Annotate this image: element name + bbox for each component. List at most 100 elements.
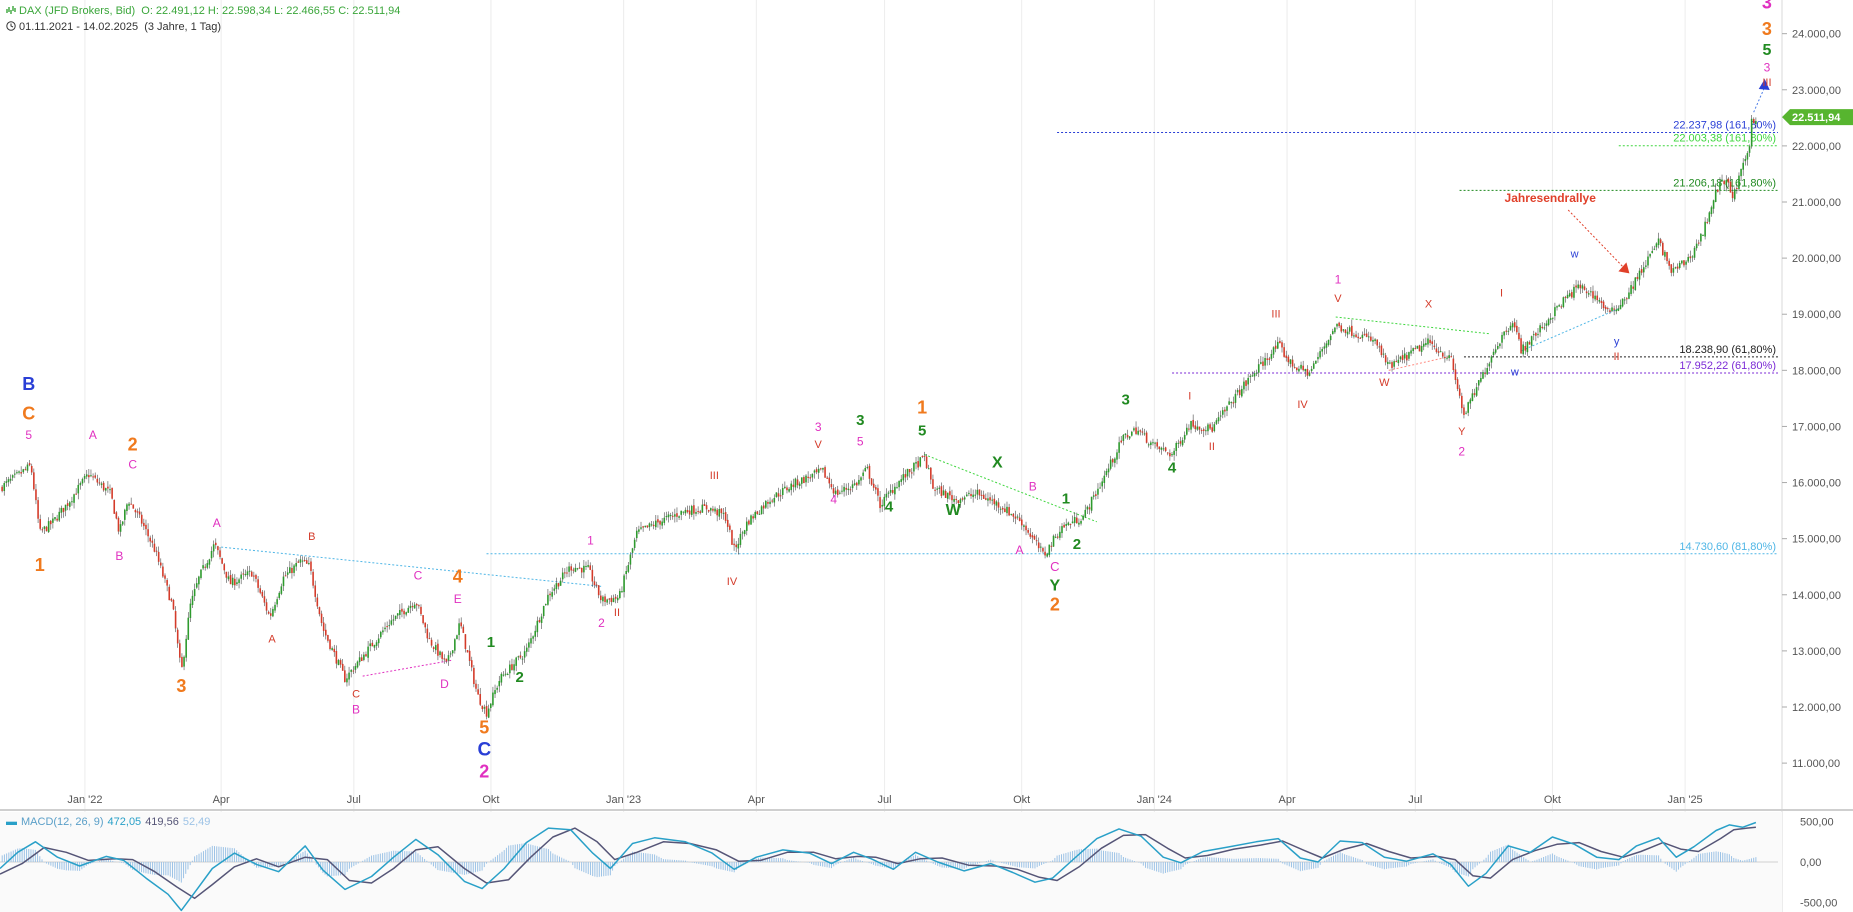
price-tick-label: 13.000,00 bbox=[1792, 646, 1841, 658]
candle-body bbox=[913, 462, 915, 472]
fib-levels: 22.237,98 (161,80%)22.003,38 (161,80%) 2 1… bbox=[486, 120, 1778, 555]
candle-body bbox=[1287, 356, 1290, 363]
candle-body bbox=[1384, 355, 1387, 363]
candle-body bbox=[424, 622, 427, 628]
callout-arrow bbox=[1618, 262, 1630, 274]
wave-label: 5 bbox=[918, 422, 926, 439]
wave-label: 3 bbox=[1762, 0, 1772, 12]
candle-body bbox=[119, 524, 122, 532]
candle-body bbox=[1634, 277, 1637, 291]
candle-body bbox=[894, 486, 896, 495]
candle-body bbox=[1103, 475, 1106, 483]
callout-line bbox=[1567, 209, 1626, 270]
candle-body bbox=[356, 661, 359, 668]
candle-body bbox=[1706, 222, 1709, 224]
candle-body bbox=[824, 467, 826, 478]
candle-body bbox=[1727, 178, 1730, 183]
wave-label: B bbox=[115, 549, 123, 563]
candle-body bbox=[1463, 407, 1465, 415]
candle-body bbox=[642, 526, 644, 528]
chart-type-icon[interactable] bbox=[6, 5, 16, 15]
price-tick-label: 12.000,00 bbox=[1792, 702, 1841, 714]
candle-body bbox=[1348, 327, 1351, 332]
candle-body bbox=[11, 475, 14, 478]
candle-body bbox=[502, 674, 505, 676]
candle-body bbox=[1147, 444, 1150, 446]
candle-body bbox=[891, 490, 894, 493]
candle-body bbox=[540, 616, 543, 623]
candle-body bbox=[1205, 430, 1207, 432]
candle-body bbox=[606, 599, 608, 603]
wave-label: 5 bbox=[857, 435, 864, 449]
candle-body bbox=[925, 456, 928, 469]
fib-label: 17.952,22 (61,80%) bbox=[1679, 360, 1776, 372]
candle-body bbox=[1389, 362, 1391, 364]
candle-body bbox=[1323, 346, 1326, 349]
candle-body bbox=[591, 569, 594, 582]
candle-body bbox=[348, 672, 350, 680]
candle-body bbox=[320, 613, 323, 623]
candle-body bbox=[790, 483, 793, 491]
clock-icon[interactable] bbox=[6, 21, 16, 31]
candle-body bbox=[428, 638, 431, 640]
candle-body bbox=[371, 642, 374, 647]
candle-body bbox=[1293, 367, 1296, 369]
candle-body bbox=[1492, 351, 1495, 356]
candle-body bbox=[1596, 295, 1599, 301]
candle-body bbox=[570, 566, 572, 571]
candle-body bbox=[314, 585, 317, 597]
candle-body bbox=[1704, 221, 1706, 237]
candle-body bbox=[301, 560, 304, 562]
candle-body bbox=[1708, 212, 1711, 222]
candle-body bbox=[66, 503, 69, 506]
candle-body bbox=[1606, 308, 1609, 310]
candle-body bbox=[589, 565, 592, 570]
candle-body bbox=[1647, 256, 1649, 266]
candle-body bbox=[1486, 368, 1489, 375]
candle-body bbox=[1403, 353, 1406, 359]
candle-body bbox=[24, 469, 27, 471]
candle-body bbox=[991, 499, 993, 501]
candle-body bbox=[1681, 260, 1683, 264]
candle-body bbox=[729, 525, 731, 530]
candle-body bbox=[1152, 442, 1154, 444]
macd-toggle-icon[interactable]: ▬ bbox=[6, 816, 17, 828]
candle-body bbox=[263, 596, 266, 603]
candle-body bbox=[690, 506, 693, 515]
candle-body bbox=[432, 647, 435, 649]
candle-body bbox=[707, 509, 710, 512]
candle-body bbox=[481, 705, 484, 710]
candle-body bbox=[767, 501, 769, 504]
candle-body bbox=[1598, 300, 1601, 302]
candle-body bbox=[655, 520, 657, 528]
candle-body bbox=[1376, 339, 1379, 346]
candle-body bbox=[1004, 508, 1006, 513]
candle-body bbox=[1145, 432, 1148, 443]
candle-body bbox=[1755, 121, 1757, 125]
candle-body bbox=[608, 598, 611, 600]
candle-body bbox=[1116, 452, 1118, 460]
candle-body bbox=[236, 582, 238, 585]
price-tick-label: 16.000,00 bbox=[1792, 478, 1841, 490]
candle-body bbox=[479, 694, 482, 705]
candle-body bbox=[1109, 459, 1112, 469]
wave-label: 1 bbox=[1335, 272, 1342, 286]
candle-body bbox=[557, 583, 560, 587]
candle-body bbox=[1471, 393, 1474, 401]
candle-body bbox=[341, 663, 344, 671]
candle-body bbox=[1551, 317, 1554, 319]
candle-body bbox=[1662, 242, 1664, 256]
candle-body bbox=[1410, 350, 1412, 354]
candle-body bbox=[109, 489, 111, 491]
candle-body bbox=[1433, 345, 1436, 348]
wave-label: 2 bbox=[479, 762, 489, 782]
time-tick-label: Jul bbox=[1408, 794, 1422, 806]
candle-body bbox=[1524, 345, 1527, 351]
candle-body bbox=[1554, 307, 1556, 317]
candle-body bbox=[1687, 257, 1689, 262]
candle-body bbox=[1234, 393, 1237, 403]
candle-body bbox=[978, 489, 981, 496]
candle-body bbox=[445, 658, 448, 662]
candle-body bbox=[1623, 299, 1626, 301]
